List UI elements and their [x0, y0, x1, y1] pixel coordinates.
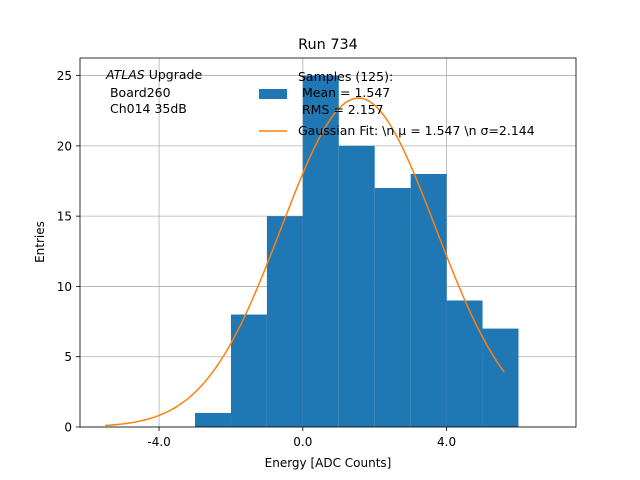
y-tick-label: 0 — [64, 421, 72, 435]
legend-rms-label: RMS = 2.157 — [298, 102, 384, 117]
legend-samples-label: Samples (125): — [298, 69, 393, 84]
y-tick-label: 5 — [64, 350, 72, 364]
y-axis-label: Entries — [33, 221, 47, 263]
atlas-italic: ATLAS — [105, 67, 145, 82]
histogram-bar — [266, 216, 303, 427]
histogram-bar — [230, 314, 267, 427]
legend-fit-label: Gaussian Fit: \n μ = 1.547 \n σ=2.144 — [298, 123, 535, 138]
histogram-bar — [446, 300, 483, 427]
annotation-channel: Ch014 35dB — [106, 101, 187, 116]
x-axis-label: Energy [ADC Counts] — [265, 456, 392, 470]
y-axis-ticks: 0 5 10 15 20 25 — [57, 69, 80, 435]
atlas-upgrade: Upgrade — [145, 67, 203, 82]
histogram-bar — [482, 328, 519, 427]
atlas-label: ATLAS Upgrade — [105, 67, 202, 82]
gaussian-fit-curve — [105, 97, 505, 427]
y-tick-label: 20 — [57, 139, 72, 153]
y-tick-label: 15 — [57, 210, 72, 224]
legend-histogram-swatch — [259, 89, 287, 99]
histogram-bar — [338, 145, 375, 427]
x-tick-label: 0.0 — [293, 435, 312, 449]
legend-mean-label: Mean = 1.547 — [298, 85, 390, 100]
plot-frame — [79, 57, 577, 428]
histogram-bar — [374, 188, 411, 427]
annotation-board: Board260 — [106, 85, 171, 100]
y-tick-label: 10 — [57, 280, 72, 294]
legend: Samples (125): Mean = 1.547 RMS = 2.157 … — [259, 69, 535, 138]
atlas-annotation: ATLAS Upgrade Board260 Ch014 35dB — [105, 67, 202, 116]
x-tick-label: -4.0 — [147, 435, 170, 449]
x-tick-label: 4.0 — [437, 435, 456, 449]
y-tick-label: 25 — [57, 69, 72, 83]
x-axis-ticks: -4.0 0.0 4.0 — [147, 427, 456, 449]
chart-title: Run 734 — [298, 37, 358, 53]
histogram-bar — [195, 412, 231, 427]
histogram-bar — [410, 173, 447, 427]
